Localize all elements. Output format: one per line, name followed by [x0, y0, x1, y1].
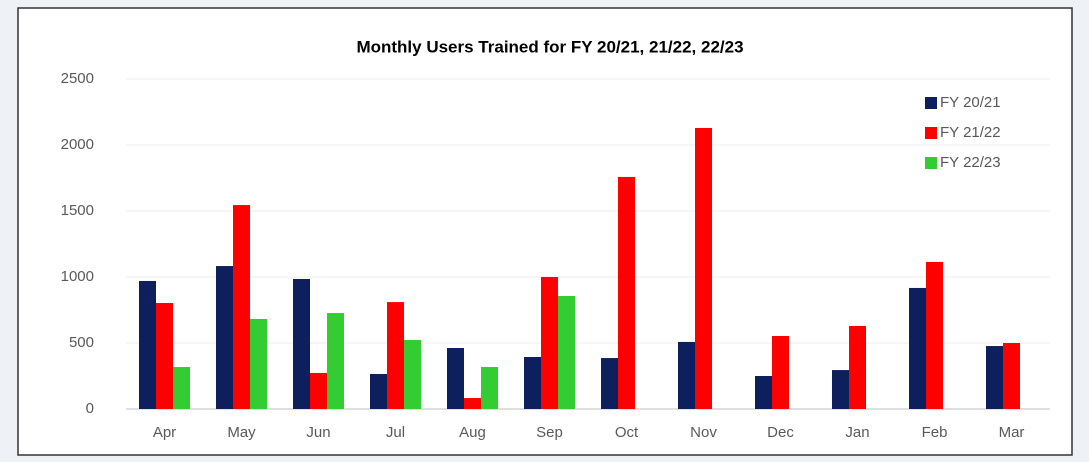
x-tick-label: Feb [922, 424, 948, 441]
bar [139, 280, 156, 409]
y-tick-label: 500 [69, 334, 94, 351]
bar [695, 127, 712, 410]
bar [370, 374, 387, 409]
bar [618, 176, 635, 409]
bar [156, 303, 173, 409]
bar [909, 287, 926, 409]
y-tick-label: 1000 [61, 268, 94, 285]
bar [524, 356, 541, 409]
legend-label: FY 22/23 [940, 154, 1001, 171]
legend-label: FY 20/21 [940, 94, 1001, 111]
bar [481, 367, 498, 409]
bar [404, 339, 421, 409]
x-tick-label: Sep [536, 424, 563, 441]
y-tick-label: 0 [86, 400, 94, 417]
bar [541, 277, 558, 409]
bar [832, 370, 849, 409]
bar [986, 346, 1003, 409]
x-tick-label: Jan [845, 424, 869, 441]
legend-swatch [925, 157, 937, 169]
bar [601, 358, 618, 409]
bar [678, 341, 695, 409]
bar [926, 261, 943, 409]
bar [849, 325, 866, 409]
y-tick-label: 1500 [61, 202, 94, 219]
x-tick-label: Aug [459, 424, 486, 441]
bar [558, 296, 575, 409]
bar [464, 398, 481, 409]
x-tick-label: Nov [690, 424, 717, 441]
bar [447, 348, 464, 409]
y-tick-label: 2500 [61, 70, 94, 87]
y-tick-label: 2000 [61, 136, 94, 153]
legend-swatch [925, 127, 937, 139]
bar [1003, 343, 1020, 409]
legend-swatch [925, 97, 937, 109]
bar [327, 313, 344, 409]
x-tick-label: Jul [386, 424, 405, 441]
x-tick-label: Dec [767, 424, 794, 441]
bar [293, 278, 310, 409]
x-tick-label: May [227, 424, 256, 441]
bar [173, 367, 190, 409]
chart-title: Monthly Users Trained for FY 20/21, 21/2… [356, 37, 743, 56]
x-tick-label: Jun [306, 424, 330, 441]
bar [310, 372, 327, 409]
bar [216, 266, 233, 409]
x-tick-label: Apr [153, 424, 176, 441]
x-tick-label: Mar [999, 424, 1025, 441]
bar [233, 205, 250, 409]
bar [387, 302, 404, 409]
bar [755, 376, 772, 409]
x-tick-label: Oct [615, 424, 639, 441]
legend-label: FY 21/22 [940, 124, 1001, 141]
bar [772, 336, 789, 409]
bar [250, 318, 267, 409]
